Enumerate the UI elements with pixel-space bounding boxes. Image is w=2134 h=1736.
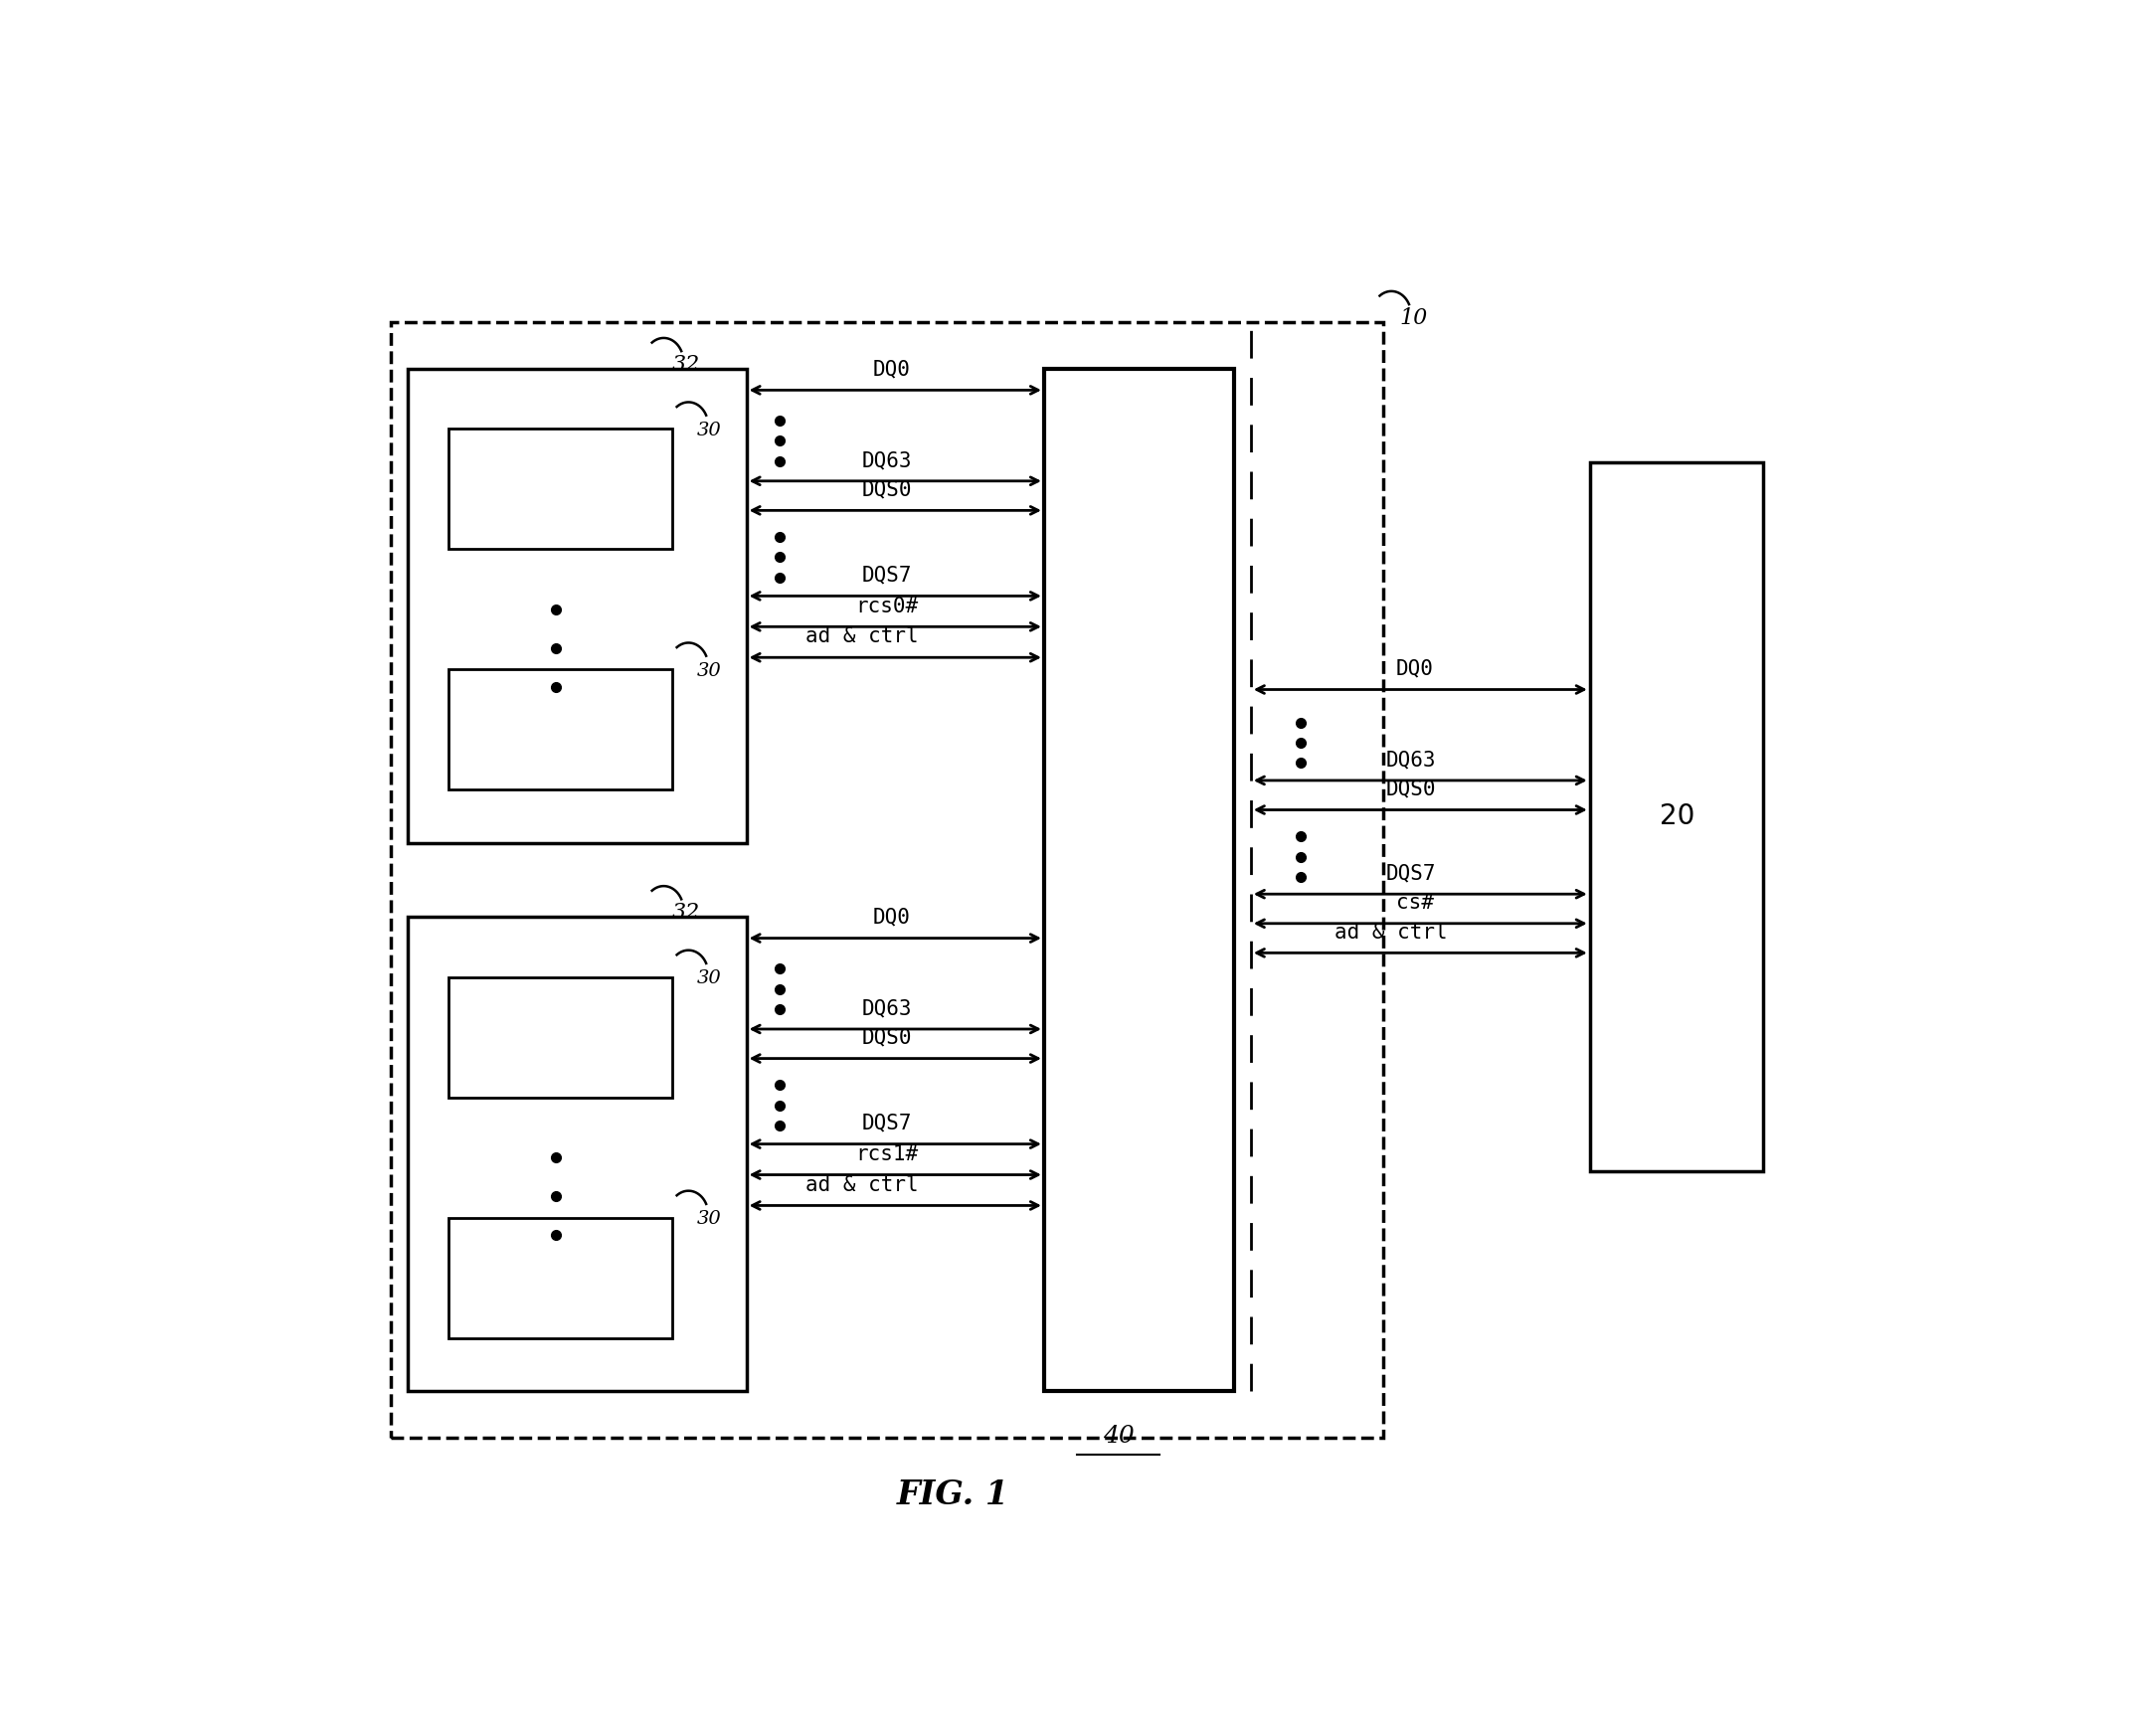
- Text: rcs1#: rcs1#: [856, 1144, 918, 1165]
- Text: cs#: cs#: [1396, 892, 1434, 913]
- Text: DQ63: DQ63: [862, 998, 911, 1019]
- Text: 30: 30: [696, 1210, 721, 1229]
- Text: 30: 30: [696, 970, 721, 988]
- Text: 30: 30: [696, 663, 721, 681]
- Text: DQS0: DQS0: [862, 479, 911, 500]
- Text: DQS7: DQS7: [862, 566, 911, 585]
- Text: DQ63: DQ63: [862, 450, 911, 470]
- FancyBboxPatch shape: [448, 429, 672, 549]
- Text: 30: 30: [696, 422, 721, 439]
- Text: DQ0: DQ0: [1396, 660, 1434, 679]
- Text: 20: 20: [1660, 802, 1694, 830]
- Text: 40: 40: [1103, 1425, 1135, 1448]
- Text: DQ63: DQ63: [1387, 750, 1436, 769]
- FancyBboxPatch shape: [448, 977, 672, 1097]
- Text: DQS7: DQS7: [1387, 863, 1436, 884]
- FancyBboxPatch shape: [448, 1217, 672, 1338]
- Text: ad & ctrl: ad & ctrl: [807, 627, 918, 648]
- Text: rcs0#: rcs0#: [856, 595, 918, 616]
- Text: ad & ctrl: ad & ctrl: [807, 1175, 918, 1194]
- Text: DQ0: DQ0: [873, 359, 911, 380]
- FancyBboxPatch shape: [1044, 368, 1233, 1391]
- FancyBboxPatch shape: [408, 368, 747, 844]
- Text: DQS0: DQS0: [1387, 779, 1436, 799]
- Text: DQS0: DQS0: [862, 1028, 911, 1049]
- Text: ad & ctrl: ad & ctrl: [1336, 922, 1447, 943]
- Text: DQS7: DQS7: [862, 1113, 911, 1134]
- FancyBboxPatch shape: [448, 670, 672, 790]
- Text: DQ0: DQ0: [873, 908, 911, 927]
- Text: FIG. 1: FIG. 1: [896, 1479, 1009, 1512]
- Text: 10: 10: [1400, 307, 1428, 328]
- Text: 32: 32: [672, 354, 700, 375]
- Text: 32: 32: [672, 901, 700, 924]
- FancyBboxPatch shape: [408, 917, 747, 1391]
- FancyBboxPatch shape: [1590, 462, 1763, 1170]
